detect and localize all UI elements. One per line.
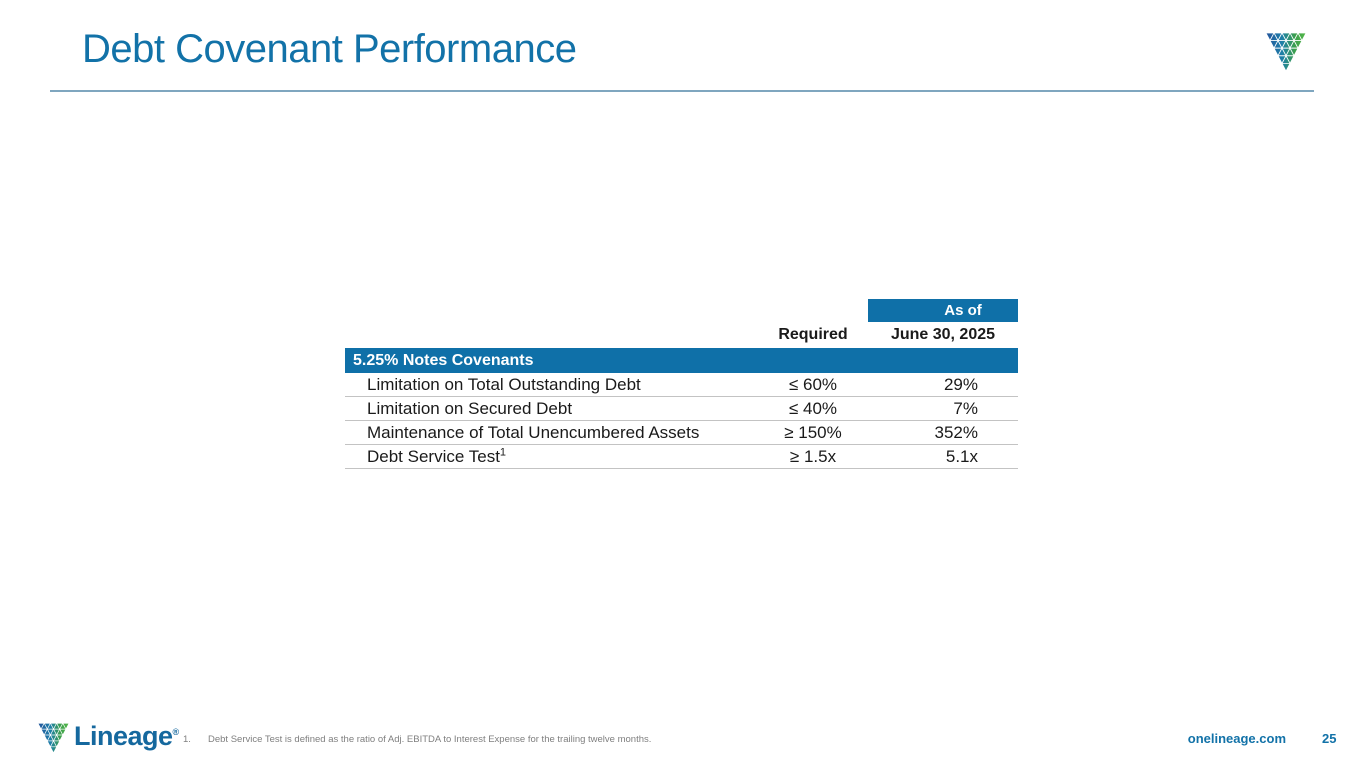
website-link: onelineage.com bbox=[1187, 731, 1286, 746]
lineage-wordmark: Lineage® bbox=[74, 721, 179, 752]
table-row: Debt Service Test1 ≥ 1.5x 5.1x bbox=[345, 445, 1018, 469]
table-header-row: Required June 30, 2025 bbox=[345, 322, 1018, 348]
title-divider bbox=[50, 90, 1314, 92]
covenant-label-text: Limitation on Secured Debt bbox=[367, 398, 573, 418]
required-value: ≥ 1.5x bbox=[789, 446, 837, 466]
actual-value: 352% bbox=[934, 422, 978, 442]
footnote-marker: 1 bbox=[499, 445, 507, 458]
as-of-row: As of bbox=[345, 299, 1018, 322]
actual-value: 7% bbox=[953, 398, 978, 418]
required-column-header: Required bbox=[778, 326, 848, 343]
lineage-wordmark-text: Lineage bbox=[74, 721, 173, 751]
page-title: Debt Covenant Performance bbox=[82, 27, 577, 71]
covenant-label: Limitation on Total Outstanding Debt bbox=[345, 375, 758, 395]
footnote-text: Debt Service Test is defined as the rati… bbox=[208, 734, 652, 745]
actual-value: 5.1x bbox=[945, 446, 978, 466]
page-number: 25 bbox=[1322, 731, 1337, 746]
lineage-shield-icon bbox=[1266, 32, 1306, 72]
covenant-label: Maintenance of Total Unencumbered Assets bbox=[345, 423, 758, 443]
date-column-header: June 30, 2025 bbox=[890, 326, 996, 343]
section-header: 5.25% Notes Covenants bbox=[345, 348, 1018, 373]
covenant-label: Debt Service Test1 bbox=[345, 445, 758, 467]
table-row: Limitation on Secured Debt ≤ 40% 7% bbox=[345, 397, 1018, 421]
required-value: ≤ 40% bbox=[788, 398, 838, 418]
table-row: Maintenance of Total Unencumbered Assets… bbox=[345, 421, 1018, 445]
as-of-header: As of bbox=[868, 299, 1018, 322]
covenant-label-text: Limitation on Total Outstanding Debt bbox=[367, 374, 641, 394]
trademark-symbol: ® bbox=[172, 727, 180, 737]
table-row: Limitation on Total Outstanding Debt ≤ 6… bbox=[345, 373, 1018, 397]
footnote-number: 1. bbox=[183, 734, 191, 745]
required-value: ≥ 150% bbox=[784, 422, 842, 442]
covenant-label-text: Maintenance of Total Unencumbered Assets bbox=[367, 422, 700, 442]
lineage-shield-icon bbox=[38, 722, 69, 754]
covenant-table: As of Required June 30, 2025 5.25% Notes… bbox=[345, 299, 1018, 469]
covenant-label: Limitation on Secured Debt bbox=[345, 399, 758, 419]
required-value: ≤ 60% bbox=[788, 374, 838, 394]
actual-value: 29% bbox=[943, 374, 978, 394]
covenant-label-text: Debt Service Test bbox=[367, 446, 500, 466]
